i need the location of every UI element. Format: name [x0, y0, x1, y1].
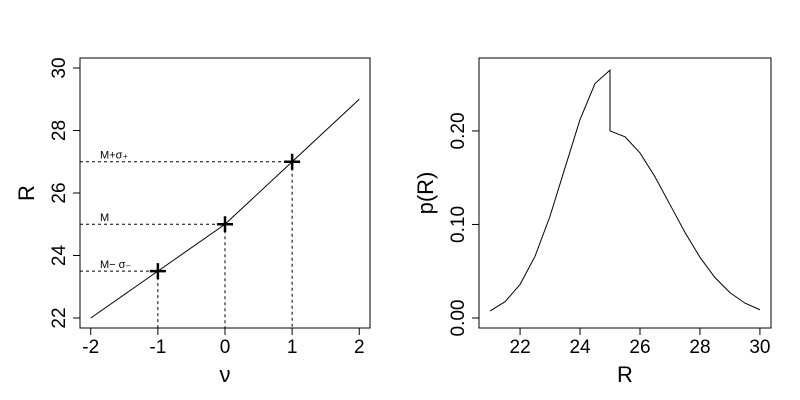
y-tick-label: 0.10 [448, 206, 469, 243]
x-axis-label: R [617, 362, 633, 387]
y-axis-label: p(R) [413, 172, 438, 215]
x-axis-label: ν [220, 362, 231, 387]
y-axis-label: R [14, 185, 39, 201]
x-tick-label: -2 [82, 337, 99, 358]
y-tick-label: 22 [49, 307, 70, 328]
point-marker [217, 216, 233, 233]
point-label: M [100, 212, 109, 224]
x-tick-label: 24 [569, 337, 591, 358]
y-tick-label: 26 [49, 182, 70, 203]
y-tick-label: 24 [49, 245, 70, 267]
plot-box [478, 57, 772, 329]
y-tick-label: 0.20 [448, 112, 469, 149]
x-tick-label: 1 [287, 337, 298, 358]
plot-box [79, 57, 371, 329]
x-tick-label: 28 [689, 337, 710, 358]
point-marker [284, 153, 301, 170]
y-tick-label: 30 [49, 57, 70, 78]
x-tick-label: 0 [220, 337, 231, 358]
data-line [489, 69, 761, 312]
x-tick-label: 26 [629, 337, 650, 358]
y-tick-label: 28 [49, 120, 70, 141]
x-tick-label: 22 [510, 337, 531, 358]
point-label: M− σ₋ [100, 259, 131, 271]
x-tick-label: -1 [149, 337, 166, 358]
point-label: M+σ₊ [100, 150, 128, 162]
x-tick-label: 30 [749, 337, 770, 358]
point-marker [149, 263, 166, 280]
y-tick-label: 0.00 [448, 300, 469, 337]
x-tick-label: 2 [354, 337, 365, 358]
